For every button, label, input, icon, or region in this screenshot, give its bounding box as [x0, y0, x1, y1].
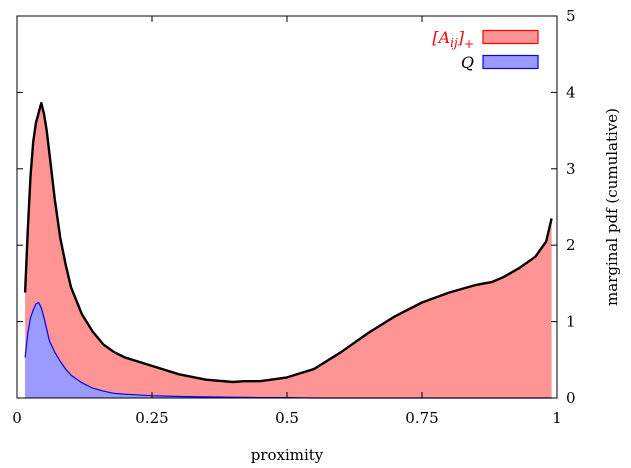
- x-tick-label-1: 0.25: [135, 409, 168, 427]
- y-tick-label-1: 1: [566, 313, 576, 331]
- legend-label-0: [Aij]+: [432, 28, 474, 51]
- x-tick-label-0: 0: [12, 409, 22, 427]
- x-axis-label: proximity: [251, 446, 324, 464]
- series-0-line: [23, 101, 553, 384]
- series-0-area: [25, 103, 552, 398]
- chart-areas: [23, 101, 553, 399]
- x-axis-ticks: 0 0.25 0.5 0.75 1: [12, 16, 562, 427]
- y-axis-ticks: 0 1 2 3 4 5: [17, 7, 576, 407]
- y-tick-label-5: 5: [566, 7, 576, 25]
- legend: [Aij]+ Q: [432, 28, 539, 72]
- y-tick-label-3: 3: [566, 160, 576, 178]
- series-1-area: [25, 302, 552, 398]
- legend-swatch-0: [482, 29, 539, 45]
- y-tick-label-2: 2: [566, 236, 576, 254]
- y-tick-label-4: 4: [566, 83, 576, 101]
- x-tick-label-4: 1: [552, 409, 562, 427]
- legend-label-1: Q: [461, 53, 474, 72]
- x-tick-label-3: 0.75: [405, 409, 438, 427]
- legend-swatch-1: [482, 54, 539, 70]
- y-axis-label: marginal pdf (cumulative): [603, 108, 621, 306]
- x-tick-label-2: 0.5: [275, 409, 299, 427]
- y-tick-label-0: 0: [566, 389, 576, 407]
